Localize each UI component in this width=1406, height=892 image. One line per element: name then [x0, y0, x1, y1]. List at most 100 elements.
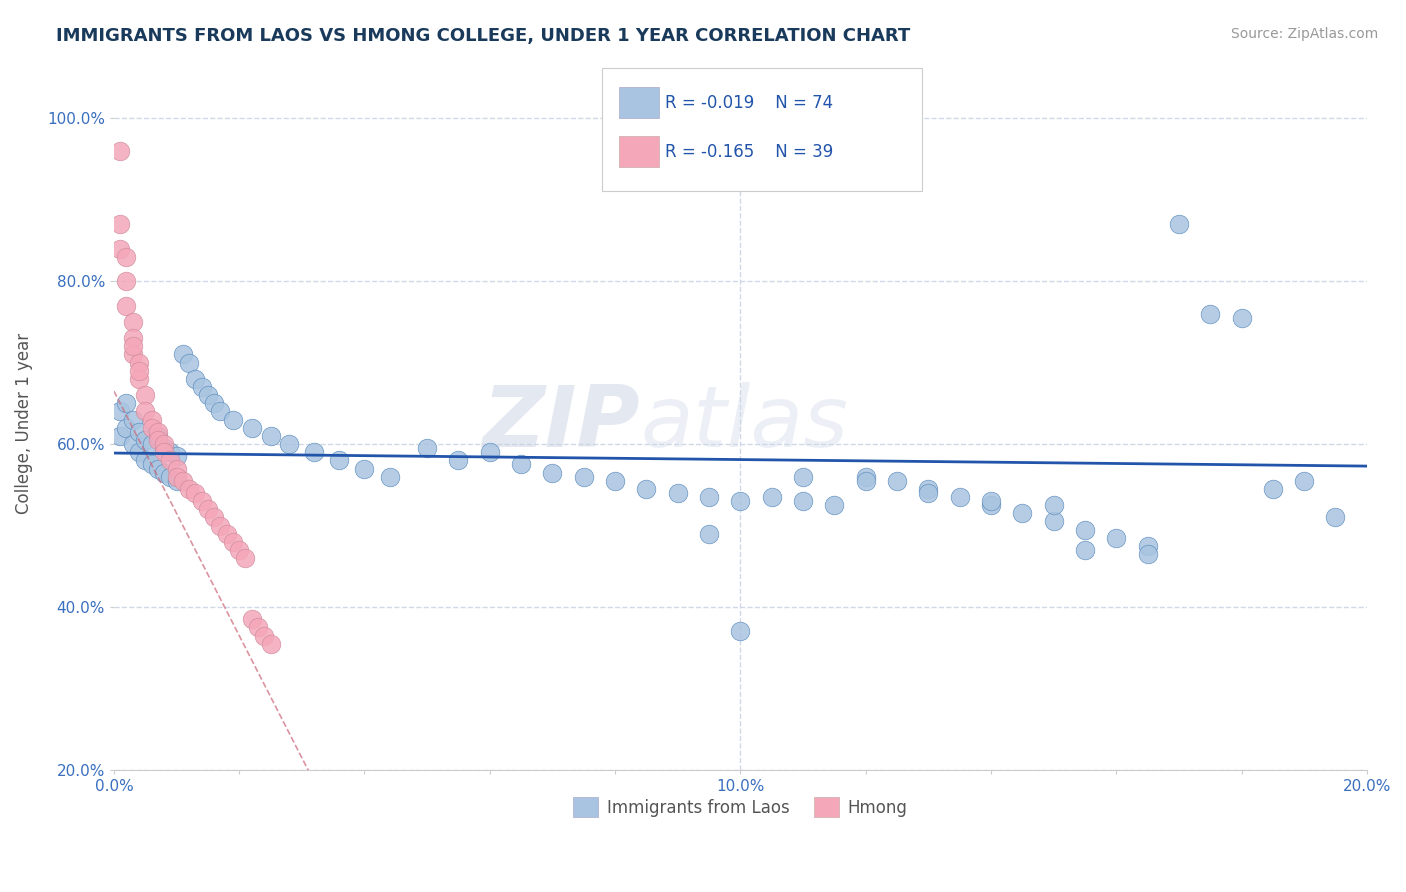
Point [134, 388, 156, 402]
Point [222, 412, 245, 426]
Point [146, 461, 169, 475]
Point [190, 380, 212, 394]
Point [159, 469, 181, 483]
Point [121, 315, 143, 329]
Point [166, 469, 188, 483]
Point [253, 629, 276, 643]
Point [166, 474, 188, 488]
Point [146, 429, 169, 443]
Point [1199, 307, 1222, 321]
Point [128, 445, 150, 459]
Point [259, 429, 281, 443]
Point [304, 445, 326, 459]
Point [240, 612, 263, 626]
Text: ZIP: ZIP [482, 382, 640, 466]
Point [108, 242, 131, 256]
Point [202, 510, 225, 524]
Point [949, 490, 972, 504]
Point [1261, 482, 1284, 496]
Point [278, 437, 301, 451]
Point [153, 445, 176, 459]
Point [172, 474, 194, 488]
Point [980, 498, 1002, 512]
Point [1011, 506, 1033, 520]
Point [184, 486, 207, 500]
Point [134, 453, 156, 467]
Point [115, 396, 138, 410]
Point [159, 453, 181, 467]
Point [730, 624, 752, 639]
Point [166, 461, 188, 475]
Point [697, 490, 720, 504]
Point [108, 144, 131, 158]
Point [228, 543, 250, 558]
Point [209, 404, 232, 418]
Text: R = -0.165    N = 39: R = -0.165 N = 39 [665, 143, 834, 161]
Legend: Immigrants from Laos, Hmong: Immigrants from Laos, Hmong [567, 790, 914, 824]
Point [572, 469, 595, 483]
Point [115, 299, 138, 313]
Point [1042, 515, 1064, 529]
Point [886, 474, 908, 488]
Point [328, 453, 350, 467]
Point [697, 526, 720, 541]
Point [197, 388, 219, 402]
Point [478, 445, 501, 459]
Point [121, 347, 143, 361]
Point [128, 425, 150, 439]
Point [353, 461, 375, 475]
Y-axis label: College, Under 1 year: College, Under 1 year [15, 333, 32, 515]
Text: IMMIGRANTS FROM LAOS VS HMONG COLLEGE, UNDER 1 YEAR CORRELATION CHART: IMMIGRANTS FROM LAOS VS HMONG COLLEGE, U… [56, 27, 911, 45]
Point [134, 433, 156, 447]
Point [761, 490, 783, 504]
Point [146, 433, 169, 447]
Point [190, 494, 212, 508]
Point [108, 404, 131, 418]
Point [447, 453, 470, 467]
Point [128, 364, 150, 378]
Point [1136, 539, 1159, 553]
Point [172, 347, 194, 361]
Point [603, 474, 626, 488]
Point [159, 445, 181, 459]
Point [917, 486, 939, 500]
Point [141, 458, 163, 472]
Point [108, 429, 131, 443]
Point [128, 356, 150, 370]
Point [541, 466, 564, 480]
Point [246, 620, 269, 634]
Point [141, 437, 163, 451]
Point [222, 534, 245, 549]
Point [378, 469, 401, 483]
Point [636, 482, 658, 496]
Point [209, 518, 232, 533]
Point [666, 486, 689, 500]
Point [1042, 498, 1064, 512]
Point [121, 412, 143, 426]
Point [240, 421, 263, 435]
Point [153, 437, 176, 451]
Point [1230, 310, 1253, 325]
Point [108, 217, 131, 231]
Point [259, 637, 281, 651]
Point [730, 494, 752, 508]
Point [855, 474, 877, 488]
Point [197, 502, 219, 516]
Point [1324, 510, 1347, 524]
Point [177, 356, 200, 370]
Point [153, 466, 176, 480]
Point [115, 421, 138, 435]
Point [121, 437, 143, 451]
Point [146, 425, 169, 439]
Point [1105, 531, 1128, 545]
Point [115, 274, 138, 288]
Point [128, 372, 150, 386]
Point [823, 498, 845, 512]
Point [184, 372, 207, 386]
Point [141, 421, 163, 435]
Point [792, 469, 814, 483]
Point [1167, 217, 1189, 231]
Point [510, 458, 533, 472]
Text: Source: ZipAtlas.com: Source: ZipAtlas.com [1230, 27, 1378, 41]
Point [153, 441, 176, 455]
